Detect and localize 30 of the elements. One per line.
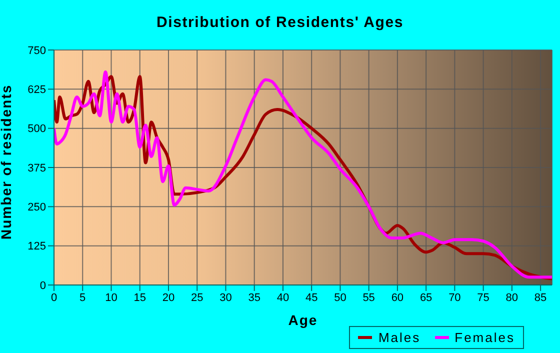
x-tick-label: 45 [305, 292, 318, 304]
x-tick-label: 20 [162, 292, 175, 304]
y-axis-title: Number of residents [0, 84, 14, 240]
x-axis-title: Age [288, 312, 318, 328]
legend-label: Males [377, 330, 421, 345]
x-tick-label: 60 [391, 292, 404, 304]
x-tick-label: 85 [534, 292, 547, 304]
x-tick-label: 10 [105, 292, 118, 304]
x-tick-label: 55 [362, 292, 375, 304]
y-tick-label: 0 [40, 280, 46, 292]
x-tick-label: 75 [477, 292, 490, 304]
x-tick-label: 65 [420, 292, 432, 304]
y-tick-label: 250 [28, 202, 46, 214]
x-tick-label: 35 [248, 292, 260, 304]
x-tick-label: 30 [220, 292, 232, 304]
x-tick-label: 15 [134, 292, 146, 304]
x-tick-label: 50 [334, 292, 346, 304]
x-tick-label: 80 [506, 292, 518, 304]
y-tick-label: 125 [28, 240, 46, 253]
y-tick-label: 500 [28, 123, 46, 136]
x-tick-label: 25 [190, 292, 204, 304]
x-tick-label: 40 [276, 292, 290, 304]
x-tick-label: 0 [50, 292, 58, 304]
y-tick-label: 625 [28, 84, 46, 96]
chart-title: Distribution of Residents' Ages [156, 14, 404, 31]
y-tick-label: 375 [28, 162, 46, 174]
x-tick-label: 5 [80, 292, 86, 304]
x-tick-label: 70 [448, 292, 461, 304]
y-tick-label: 750 [28, 44, 46, 57]
legend-label: Females [454, 330, 515, 345]
